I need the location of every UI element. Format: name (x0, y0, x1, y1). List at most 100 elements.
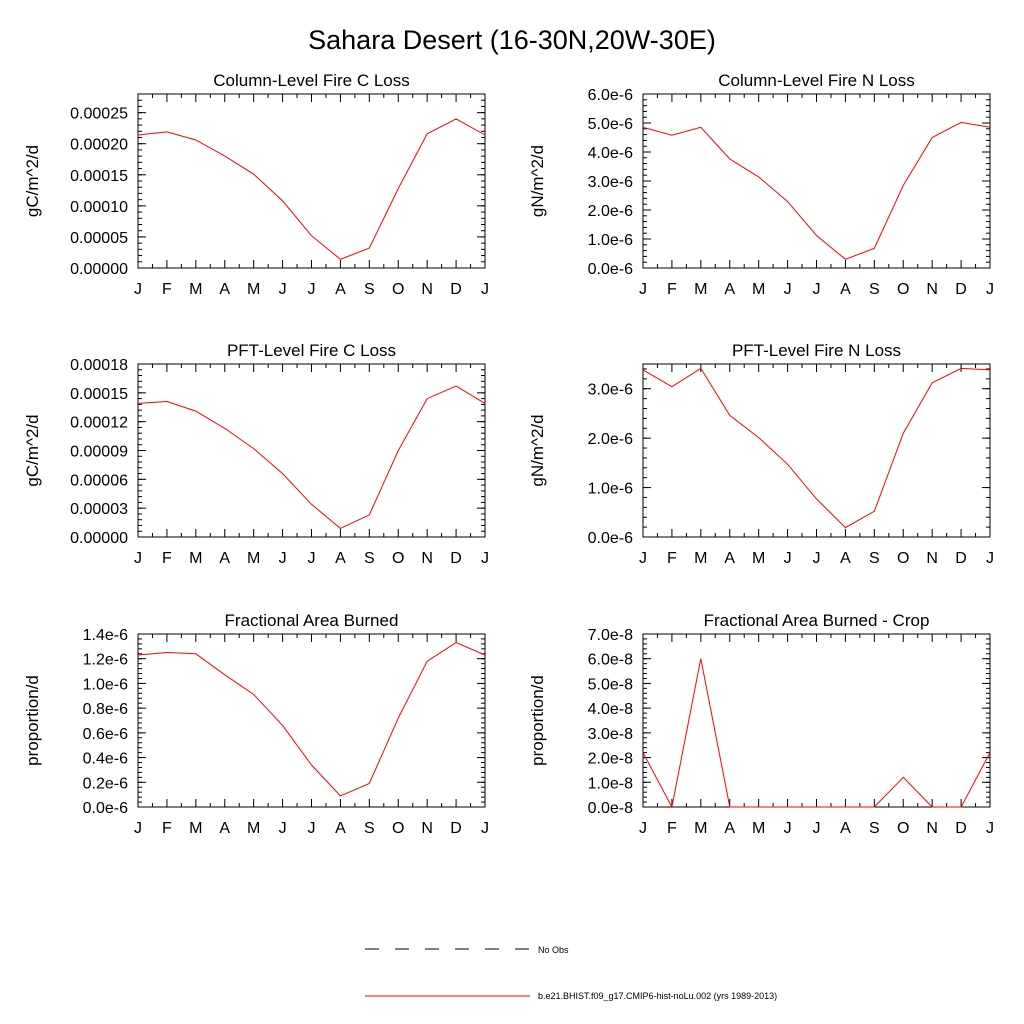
x-tick-label: A (724, 820, 735, 837)
y-tick-label: 0.00003 (70, 501, 128, 518)
y-tick-label: 1.0e-6 (588, 232, 633, 249)
x-tick-label: A (724, 281, 735, 298)
y-tick-label: 0.0e-6 (588, 530, 633, 547)
y-tick-label: 5.0e-6 (588, 116, 633, 133)
y-tick-label: 0.00012 (70, 415, 128, 432)
x-tick-label: A (219, 550, 230, 567)
y-tick-label: 4.0e-6 (588, 145, 633, 162)
x-tick-label: D (450, 281, 462, 298)
x-tick-label: A (840, 281, 851, 298)
y-tick-label: 0.2e-6 (83, 775, 128, 792)
x-tick-label: F (667, 281, 677, 298)
y-tick-label: 1.4e-6 (83, 627, 128, 644)
y-tick-label: 0.4e-6 (83, 751, 128, 768)
x-tick-label: J (279, 281, 287, 298)
x-tick-label: M (694, 550, 707, 567)
x-tick-label: J (639, 820, 647, 837)
x-tick-label: J (813, 820, 821, 837)
y-axis-label: gN/m^2/d (528, 145, 547, 217)
x-tick-label: S (364, 820, 375, 837)
x-tick-label: S (869, 820, 880, 837)
plot-frame (642, 93, 991, 269)
y-tick-label: 0.00018 (70, 357, 128, 374)
x-tick-label: A (335, 281, 346, 298)
x-tick-label: J (308, 550, 316, 567)
x-tick-label: M (189, 550, 202, 567)
x-tick-label: A (219, 281, 230, 298)
y-axis-label: gC/m^2/d (23, 145, 42, 217)
x-tick-label: N (421, 281, 433, 298)
legend: No Obs b.e21.BHIST.f09_g17.CMIP6-hist-no… (365, 945, 777, 1001)
y-tick-label: 1.0e-6 (83, 676, 128, 693)
y-tick-label: 0.8e-6 (83, 701, 128, 718)
panel-title: PFT-Level Fire N Loss (732, 341, 901, 360)
x-tick-label: N (421, 820, 433, 837)
x-tick-label: F (162, 550, 172, 567)
y-tick-label: 3.0e-8 (588, 726, 633, 743)
y-tick-label: 4.0e-8 (588, 701, 633, 718)
x-tick-label: O (897, 550, 909, 567)
x-tick-label: J (813, 281, 821, 298)
series-line (642, 121, 991, 260)
x-tick-label: S (869, 550, 880, 567)
x-tick-label: N (421, 550, 433, 567)
series-line (137, 385, 486, 529)
y-tick-label: 0.0e-8 (588, 800, 633, 817)
y-tick-label: 6.0e-6 (588, 87, 633, 104)
y-tick-label: 0.0e-6 (588, 261, 633, 278)
x-tick-label: O (897, 820, 909, 837)
y-tick-label: 0.00025 (70, 106, 128, 123)
y-axis-label: gC/m^2/d (23, 414, 42, 486)
y-tick-label: 0.00006 (70, 472, 128, 489)
plot-frame (137, 363, 486, 538)
x-tick-label: J (134, 820, 142, 837)
y-tick-label: 2.0e-6 (588, 431, 633, 448)
x-tick-label: O (392, 281, 404, 298)
x-tick-label: M (694, 820, 707, 837)
x-tick-label: J (639, 281, 647, 298)
x-tick-label: M (247, 281, 260, 298)
y-tick-label: 5.0e-8 (588, 676, 633, 693)
x-tick-label: J (784, 281, 792, 298)
series-line (137, 118, 486, 260)
x-tick-label: J (784, 820, 792, 837)
x-tick-label: A (840, 820, 851, 837)
x-tick-label: F (162, 820, 172, 837)
x-tick-label: O (392, 820, 404, 837)
y-tick-label: 3.0e-6 (588, 174, 633, 191)
x-tick-label: M (189, 820, 202, 837)
x-tick-label: A (724, 550, 735, 567)
x-tick-label: J (481, 820, 489, 837)
panel-title: Fractional Area Burned (225, 611, 399, 630)
x-tick-label: M (247, 820, 260, 837)
x-tick-label: D (955, 550, 967, 567)
y-tick-label: 1.2e-6 (83, 652, 128, 669)
y-tick-label: 1.0e-8 (588, 775, 633, 792)
y-axis-label: proportion/d (23, 675, 42, 766)
y-tick-label: 0.00015 (70, 386, 128, 403)
y-axis-label: gN/m^2/d (528, 414, 547, 486)
x-tick-label: A (335, 820, 346, 837)
panel-title: Column-Level Fire C Loss (213, 71, 410, 90)
series-line (642, 367, 991, 529)
legend-model-label: b.e21.BHIST.f09_g17.CMIP6-hist-noLu.002 … (538, 991, 777, 1001)
x-tick-label: A (219, 820, 230, 837)
y-axis-label: proportion/d (528, 675, 547, 766)
y-tick-label: 2.0e-8 (588, 751, 633, 768)
x-tick-label: N (926, 820, 938, 837)
x-tick-label: D (450, 550, 462, 567)
y-tick-label: 1.0e-6 (588, 481, 633, 498)
x-tick-label: J (481, 281, 489, 298)
x-tick-label: J (813, 550, 821, 567)
y-tick-label: 0.00010 (70, 199, 128, 216)
x-tick-label: D (955, 281, 967, 298)
y-tick-label: 0.6e-6 (83, 726, 128, 743)
y-tick-label: 0.0e-6 (83, 800, 128, 817)
y-tick-label: 0.00009 (70, 444, 128, 461)
x-tick-label: J (986, 281, 994, 298)
x-tick-label: O (897, 281, 909, 298)
